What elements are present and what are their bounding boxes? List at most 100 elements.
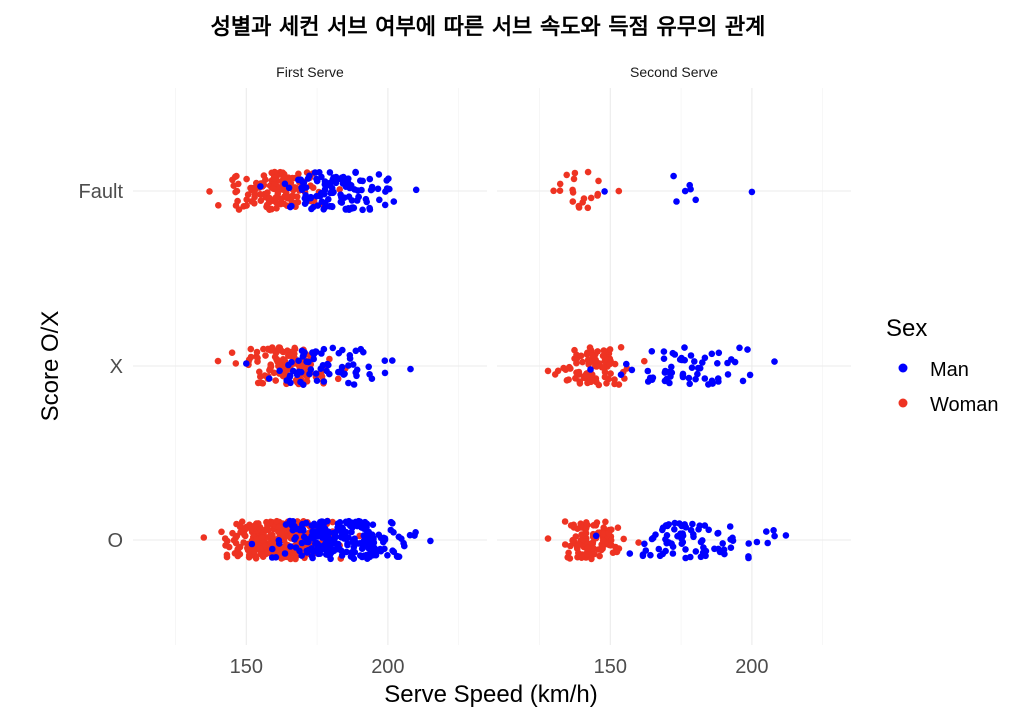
data-point-man [307, 194, 315, 202]
data-point-woman [569, 536, 577, 544]
data-point-woman [582, 372, 590, 379]
data-point-man [395, 553, 403, 560]
data-point-man [287, 543, 294, 550]
data-point-man [673, 198, 680, 205]
data-point-man [714, 360, 721, 367]
data-point-man [335, 540, 342, 548]
data-point-woman [635, 539, 642, 546]
data-point-man [288, 202, 295, 210]
data-point-man [729, 537, 737, 544]
data-point-man [321, 204, 329, 211]
data-point-woman [256, 545, 264, 552]
data-point-man [375, 171, 383, 178]
data-point-woman [594, 190, 602, 198]
data-point-man [639, 552, 647, 560]
data-point-man [384, 552, 391, 559]
data-point-man [366, 206, 374, 213]
data-point-man [300, 381, 307, 389]
data-point-man [714, 375, 722, 382]
data-point-man [782, 532, 790, 539]
data-point-woman [309, 184, 317, 191]
data-point-man [689, 520, 696, 528]
data-point-woman [200, 534, 208, 541]
data-point-woman [599, 537, 607, 544]
facet-panel-2: Second Serve 150 200 [497, 64, 851, 678]
data-point-man [688, 364, 696, 372]
data-point-woman [576, 380, 584, 387]
data-point-man [243, 360, 250, 367]
data-point-woman [278, 555, 285, 562]
data-point-woman [273, 356, 280, 364]
data-point-man [359, 206, 366, 214]
data-point-man [592, 532, 600, 540]
x-tick-label: 200 [735, 656, 768, 678]
data-point-woman [574, 525, 581, 532]
data-point-woman [584, 544, 592, 552]
data-point-man [360, 348, 367, 356]
data-point-man [770, 527, 777, 534]
data-point-man [691, 358, 698, 365]
y-tick-label-o: O [107, 530, 123, 552]
data-point-man [343, 548, 350, 556]
data-point-woman [240, 528, 247, 536]
data-point-man [692, 196, 699, 204]
data-point-woman [277, 347, 285, 354]
data-point-man [686, 380, 693, 388]
data-point-woman [259, 553, 267, 560]
data-point-woman [206, 188, 213, 195]
data-point-man [745, 540, 752, 547]
data-point-woman [262, 542, 270, 550]
data-point-man [678, 354, 685, 362]
data-point-woman [264, 204, 272, 211]
data-point-man [412, 186, 420, 194]
data-point-man [353, 366, 361, 374]
data-point-man [724, 371, 732, 378]
data-point-man [669, 550, 677, 557]
data-point-woman [579, 358, 586, 366]
data-point-woman [589, 376, 597, 384]
data-point-woman [255, 368, 263, 376]
data-point-man [338, 547, 345, 554]
data-point-man [308, 205, 315, 213]
data-point-man [321, 178, 329, 185]
data-point-woman [252, 555, 260, 562]
data-point-man [400, 539, 407, 547]
data-point-woman [600, 524, 607, 531]
data-point-man [296, 526, 304, 534]
legend-marker-man [898, 363, 908, 373]
data-point-woman [575, 541, 583, 548]
data-point-man [648, 535, 656, 543]
data-point-man [668, 363, 675, 371]
data-point-man [306, 172, 313, 180]
legend-label-woman: Woman [930, 394, 999, 416]
data-point-man [374, 185, 382, 193]
data-point-man [628, 366, 636, 374]
data-point-man [366, 175, 374, 183]
data-point-man [326, 552, 333, 559]
data-point-man [623, 360, 630, 368]
data-point-man [659, 550, 667, 558]
data-point-woman [231, 550, 239, 557]
legend-marker-woman [898, 398, 908, 408]
data-point-woman [617, 344, 625, 351]
data-point-man [702, 552, 709, 560]
data-point-man [727, 544, 735, 551]
data-point-man [301, 200, 309, 207]
data-point-man [709, 380, 716, 387]
data-point-man [276, 540, 283, 547]
data-point-woman [611, 380, 618, 388]
y-axis-title: Score O/X [37, 311, 64, 422]
data-point-man [350, 381, 358, 388]
data-point-man [320, 345, 328, 353]
data-point-man [320, 378, 328, 385]
data-point-man [671, 526, 678, 533]
data-point-woman [269, 185, 277, 192]
data-point-man [248, 540, 256, 548]
data-point-woman [561, 518, 569, 525]
data-point-woman [615, 187, 623, 195]
facet-label: First Serve [276, 64, 344, 80]
data-point-woman [605, 529, 612, 537]
data-point-woman [236, 543, 244, 551]
data-point-woman [575, 368, 583, 376]
facet-label: Second Serve [630, 64, 718, 80]
